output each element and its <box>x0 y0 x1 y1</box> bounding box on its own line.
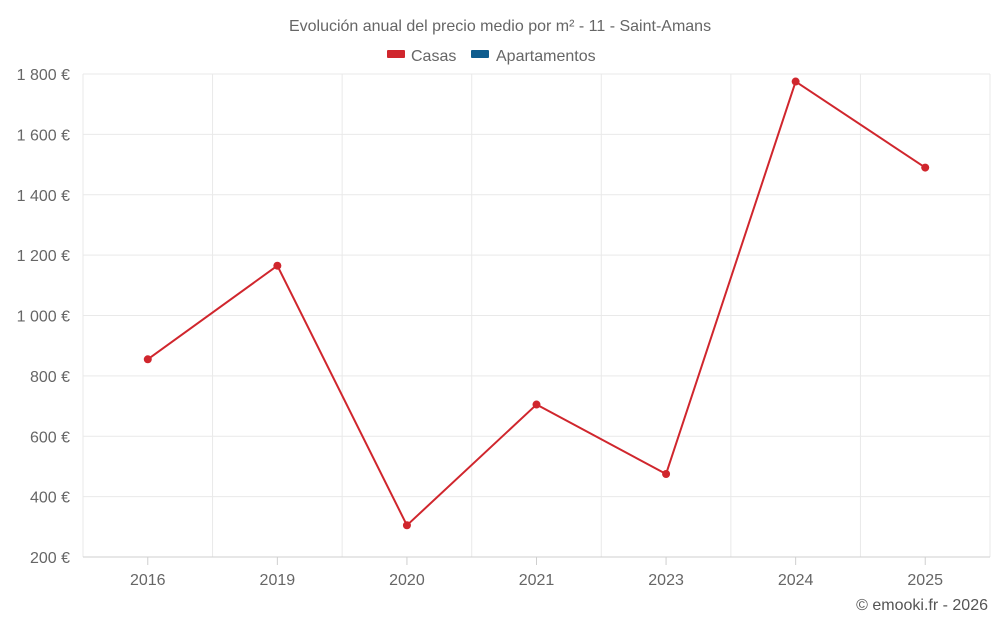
series-layer <box>143 77 930 530</box>
data-point-casas-2023 <box>662 469 671 478</box>
x-tick-label-2021: 2021 <box>519 572 555 589</box>
chart-title: Evolución anual del precio medio por m² … <box>289 18 711 35</box>
data-point-casas-2019 <box>273 261 282 270</box>
data-point-casas-2024 <box>791 77 800 86</box>
data-point-casas-2025 <box>921 163 930 172</box>
legend-label-casas: Casas <box>411 48 456 65</box>
y-tick-label-1200: 1 200 € <box>17 248 70 265</box>
data-point-casas-2021 <box>532 400 541 409</box>
legend-swatch-casas <box>387 50 405 58</box>
legend-label-apartamentos: Apartamentos <box>496 48 596 65</box>
x-tick-label-2024: 2024 <box>778 572 814 589</box>
y-tick-label-800: 800 € <box>30 369 70 386</box>
x-tick-label-2019: 2019 <box>260 572 296 589</box>
y-tick-label-600: 600 € <box>30 429 70 446</box>
x-axis: 2016 2019 2020 2021 2023 2024 2025 <box>130 557 943 589</box>
credit-text: © emooki.fr - 2026 <box>856 597 988 614</box>
x-tick-label-2025: 2025 <box>907 572 943 589</box>
grid <box>82 73 991 557</box>
legend-item-casas[interactable]: Casas <box>387 48 456 65</box>
data-point-casas-2016 <box>143 355 152 364</box>
legend-item-apartamentos[interactable]: Apartamentos <box>471 48 596 65</box>
y-tick-label-400: 400 € <box>30 490 70 507</box>
legend-swatch-apartamentos <box>471 50 489 58</box>
y-axis: 1 800 € 1 600 € 1 400 € 1 200 € 1 000 € 800 €… <box>17 67 70 567</box>
x-tick-label-2016: 2016 <box>130 572 166 589</box>
y-tick-label-1400: 1 400 € <box>17 188 70 205</box>
x-tick-label-2020: 2020 <box>389 572 425 589</box>
y-tick-label-1800: 1 800 € <box>17 67 70 84</box>
y-tick-label-200: 200 € <box>30 550 70 567</box>
y-tick-label-1600: 1 600 € <box>17 127 70 144</box>
x-tick-label-2023: 2023 <box>648 572 684 589</box>
data-point-casas-2020 <box>402 521 411 530</box>
series-line-casas <box>147 80 926 527</box>
y-tick-label-1000: 1 000 € <box>17 309 70 326</box>
legend: Casas Apartamentos <box>387 48 596 65</box>
